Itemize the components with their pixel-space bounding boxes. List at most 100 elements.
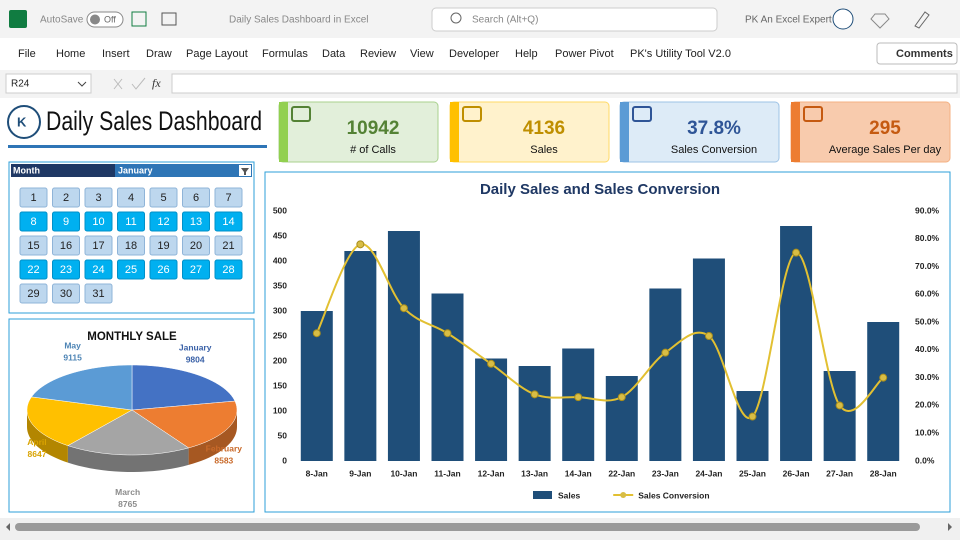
day-label: 3 <box>95 192 101 204</box>
kpi-icon <box>291 106 311 122</box>
line-marker <box>312 329 321 338</box>
day-button[interactable] <box>52 259 80 280</box>
save-icon[interactable] <box>131 11 147 27</box>
scroll-left[interactable] <box>6 523 10 531</box>
kpi-strip <box>450 102 459 162</box>
x-tick-label: 25-Jan <box>739 468 766 478</box>
x-tick-label: 26-Jan <box>783 468 810 478</box>
menu-item[interactable]: Review <box>360 48 396 60</box>
toggle-knob <box>90 14 100 25</box>
y2-tick-label: 40.0% <box>915 344 940 354</box>
day-button[interactable] <box>84 283 113 304</box>
day-button[interactable] <box>19 235 48 256</box>
day-button[interactable] <box>149 211 178 232</box>
line-marker <box>487 359 496 368</box>
bar <box>736 391 769 461</box>
day-button[interactable] <box>84 259 113 280</box>
day-label: 12 <box>157 216 169 228</box>
day-button[interactable] <box>84 211 113 232</box>
menu-item[interactable]: File <box>18 48 36 60</box>
comments-button[interactable] <box>876 42 958 65</box>
day-button[interactable] <box>182 211 210 232</box>
day-button[interactable] <box>149 187 178 208</box>
y-tick-label: 450 <box>273 230 287 240</box>
day-label: 2 <box>63 192 69 204</box>
day-button[interactable] <box>149 259 178 280</box>
day-button[interactable] <box>117 235 145 256</box>
menu-item[interactable]: PK's Utility Tool V2.0 <box>630 48 731 60</box>
menu-item[interactable]: Insert <box>102 48 130 60</box>
formula-input[interactable] <box>171 73 958 94</box>
x-tick-label: 12-Jan <box>478 468 505 478</box>
y2-tick-label: 90.0% <box>915 205 940 215</box>
formula-buttons[interactable] <box>113 77 146 90</box>
day-label: 1 <box>30 192 36 204</box>
excel-logo <box>9 10 27 28</box>
menu-item[interactable]: Formulas <box>262 48 308 60</box>
day-button[interactable] <box>149 235 178 256</box>
calendar-month-field[interactable] <box>115 164 252 177</box>
menu-item[interactable]: Help <box>515 48 538 60</box>
day-label: 14 <box>222 216 234 228</box>
day-button[interactable] <box>19 187 48 208</box>
menu-item[interactable]: Draw <box>146 48 172 60</box>
legend-label: Sales Conversion <box>638 490 709 500</box>
search-box[interactable] <box>431 7 718 32</box>
kpi-value: 295 <box>869 118 901 139</box>
line-marker <box>704 332 713 340</box>
day-button[interactable] <box>117 259 145 280</box>
menu-item[interactable]: Power Pivot <box>555 48 614 60</box>
day-button[interactable] <box>182 259 210 280</box>
menu-item[interactable]: Developer <box>449 48 499 60</box>
pie-label-name: February <box>206 443 243 453</box>
menu-item[interactable]: Home <box>56 48 85 60</box>
day-button[interactable] <box>84 187 113 208</box>
user-avatar[interactable] <box>832 8 854 30</box>
kpi-label: Average Sales Per day <box>829 144 942 156</box>
comments-label: Comments <box>896 48 953 60</box>
day-button[interactable] <box>214 259 243 280</box>
kpi-strip <box>620 102 629 162</box>
menu-item[interactable]: View <box>410 48 434 60</box>
day-button[interactable] <box>52 211 80 232</box>
bar <box>518 366 551 461</box>
bar <box>387 231 420 461</box>
day-button[interactable] <box>19 211 48 232</box>
name-box[interactable] <box>5 73 92 94</box>
day-button[interactable] <box>19 259 48 280</box>
logo-mark: K <box>17 114 27 129</box>
bar <box>692 258 725 461</box>
kpi-strip <box>791 102 800 162</box>
menu-item[interactable]: Data <box>322 48 346 60</box>
day-label: 29 <box>27 288 39 300</box>
pie-side <box>27 410 68 463</box>
day-button[interactable] <box>214 235 243 256</box>
y2-tick-label: 60.0% <box>915 289 940 299</box>
day-button[interactable] <box>52 187 80 208</box>
day-button[interactable] <box>52 283 80 304</box>
day-button[interactable] <box>182 187 210 208</box>
menu-item[interactable]: Page Layout <box>186 48 248 60</box>
scrollbar-thumb[interactable] <box>15 523 920 531</box>
day-button[interactable] <box>84 235 113 256</box>
diamond-icon[interactable] <box>870 13 890 29</box>
quick-icon[interactable] <box>161 12 177 26</box>
day-button[interactable] <box>182 235 210 256</box>
pie-slice <box>31 364 133 411</box>
day-button[interactable] <box>214 211 243 232</box>
day-label: 7 <box>225 192 231 204</box>
day-button[interactable] <box>117 211 145 232</box>
y2-tick-label: 10.0% <box>915 427 940 437</box>
day-button[interactable] <box>117 187 145 208</box>
day-button[interactable] <box>19 283 48 304</box>
pen-icon[interactable] <box>914 11 930 29</box>
y2-tick-label: 0.0% <box>915 455 935 465</box>
day-label: 27 <box>190 264 202 276</box>
day-button[interactable] <box>214 187 243 208</box>
day-button[interactable] <box>52 235 80 256</box>
pie-label-value: 9804 <box>186 355 205 365</box>
y-tick-label: 150 <box>273 380 287 390</box>
day-label: 20 <box>190 240 202 252</box>
scroll-right[interactable] <box>948 523 952 531</box>
logo <box>7 105 41 139</box>
